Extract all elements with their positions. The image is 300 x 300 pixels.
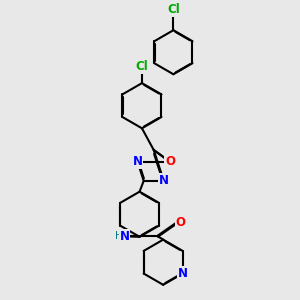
Text: N: N	[119, 230, 130, 243]
Text: H: H	[115, 231, 123, 241]
Text: Cl: Cl	[136, 60, 148, 73]
Text: Cl: Cl	[167, 3, 180, 16]
Text: N: N	[178, 267, 188, 280]
Text: O: O	[165, 155, 175, 168]
Text: N: N	[159, 174, 169, 188]
Text: O: O	[176, 216, 186, 229]
Text: N: N	[133, 155, 142, 168]
